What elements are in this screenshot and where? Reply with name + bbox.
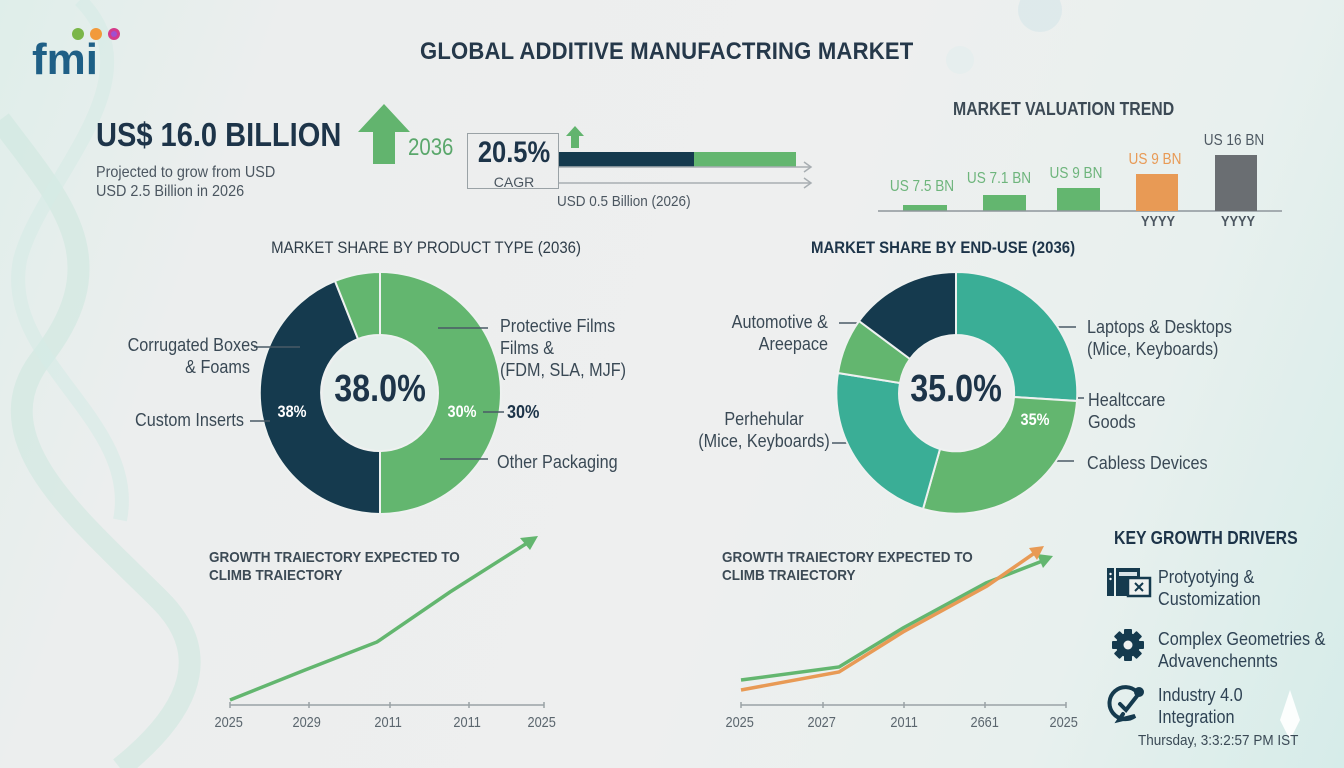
target-year: 2036 [408,134,454,161]
base-value-label: USD 0.5 Billion (2026) [557,193,691,210]
label-peripheral: Perhehular (Mice, Keyboards) [685,408,843,452]
cagr-value: 20.5% [477,136,551,169]
label-laptops: Laptops & Desktops (Mice, Keyboards) [1087,316,1232,360]
product-type-donut [258,270,502,516]
label-protective-line3: (FDM, SLA, MJF) [500,360,626,380]
growth-left-title-line2: CLIMB TRAIECTORY [209,567,343,584]
label-30-pct: 30% [507,402,540,422]
label-corrugated-boxes: Corrugated Boxes & Foams [127,334,259,378]
driver-complex-geometries: Complex Geometries & Advavenchennts [1158,628,1325,672]
chat-check-icon [1107,685,1144,724]
growth-left-x-4: 2011 [453,714,481,731]
label-protective-line2: Films & [500,338,554,358]
small-up-arrow-icon [566,126,584,148]
product-type-center-value: 38.0% [334,368,426,410]
label-healthcare-line2: Goods [1088,412,1136,432]
valuation-label-1: US 7.5 BN [889,178,955,195]
end-use-center-value: 35.0% [910,368,1002,410]
driver-prototyping-line1: Protyotying & [1158,567,1255,587]
driver-geometries-line1: Complex Geometries & [1158,629,1326,649]
growth-right-x-4: 2661 [970,714,999,731]
growth-left-line-chart [229,536,545,708]
growth-right-line-chart [740,546,1067,708]
driver-geometries-line2: Advavenchennts [1158,651,1278,671]
market-value-headline: US$ 16.0 BILLION [96,116,342,153]
driver-industry-line2: Integration [1158,707,1235,727]
valuation-bar-1 [903,205,947,211]
growth-right-x-2: 2027 [807,714,836,731]
timestamp: Thursday, 3:3:2:57 PM IST [1138,732,1299,749]
cagr-label: CAGR [493,174,535,190]
gear-icon [1112,629,1144,661]
cagr-box [467,133,559,189]
growth-left-x-5: 2025 [527,714,556,731]
growth-right-x-3: 2011 [890,714,918,731]
growth-right-x-1: 2025 [725,714,754,731]
label-custom-inserts: Custom Inserts [135,410,244,430]
label-automotive-line1: Automotive & [731,312,828,332]
valuation-year-5: YYYY [1221,213,1256,230]
growth-left-x-1: 2025 [214,714,243,731]
growth-right-title-line1: GROWTH TRAIECTORY EXPECTED TO [722,549,973,566]
prototype-screen-icon [1107,568,1152,598]
end-use-donut [835,270,1078,515]
label-protective-line1: Protective Films [500,316,616,336]
label-other-packaging: Other Packaging [497,452,618,472]
label-healthcare: Healtccare Goods [1088,389,1165,433]
product-segment-left-pct: 38% [277,402,307,421]
growth-right-title-line2: CLIMB TRAIECTORY [722,567,856,584]
driver-prototyping: Protyotying & Customization [1158,566,1261,610]
valuation-label-5: US 16 BN [1203,132,1265,149]
valuation-label-3: US 9 BN [1049,165,1103,182]
growth-left-title-line1: GROWTH TRAIECTORY EXPECTED TO [209,549,460,566]
label-protective-films: Protective Films Films & (FDM, SLA, MJF) [500,315,626,381]
up-arrow-icon [358,104,410,164]
key-growth-drivers-title: KEY GROWTH DRIVERS [1114,528,1298,548]
label-automotive: Automotive & Areepace [713,311,828,355]
subtitle-line-2: USD 2.5 Billion in 2026 [96,183,245,200]
growth-left-x-3: 2011 [374,714,402,731]
valuation-year-4: YYYY [1141,213,1176,230]
valuation-bar-5-fill [1215,155,1257,211]
label-peripheral-line2: (Mice, Keyboards) [698,431,830,451]
driver-prototyping-line2: Customization [1158,589,1261,609]
end-use-title: MARKET SHARE BY END-USE (2036) [811,238,1076,257]
label-laptops-line2: (Mice, Keyboards) [1087,339,1219,359]
end-use-segment-pct: 35% [1020,410,1050,429]
label-healthcare-line1: Healtccare [1088,390,1166,410]
growth-right-x-5: 2025 [1049,714,1078,731]
label-automotive-line2: Areepace [758,334,828,354]
label-corrugated-line1: Corrugated Boxes [127,335,259,355]
product-segment-right-pct: 30% [447,402,477,421]
valuation-bar-4-fill [1136,174,1178,211]
valuation-bar-2 [983,195,1026,211]
label-peripheral-line1: Perhehular [724,409,804,429]
driver-industry-line1: Industry 4.0 [1158,685,1243,705]
fmi-logo: fmi [32,28,120,80]
valuation-label-4: US 9 BN [1128,151,1182,168]
growth-right-title: GROWTH TRAIECTORY EXPECTED TO CLIMB TRAI… [722,549,973,585]
label-corrugated-line2: & Foams [185,357,250,377]
product-type-title: MARKET SHARE BY PRODUCT TYPE (2036) [271,238,581,257]
label-cabless-devices: Cabless Devices [1087,453,1208,473]
valuation-trend-title: MARKET VALUATION TREND [953,99,1175,119]
driver-industry-4: Industry 4.0 Integration [1158,684,1243,728]
valuation-label-2: US 7.1 BN [966,170,1032,187]
label-laptops-line1: Laptops & Desktops [1087,317,1232,337]
subtitle-line-1: Projected to grow from USD [96,164,276,181]
projection-subtitle: Projected to grow from USD USD 2.5 Billi… [96,163,275,201]
svg-text:fmi: fmi [32,35,98,80]
page-title: GLOBAL ADDITIVE MANUFACTRING MARKET [420,38,914,65]
cagr-progress-bar [559,126,813,189]
growth-left-x-2: 2029 [292,714,321,731]
valuation-bar-3 [1057,188,1100,211]
growth-left-title: GROWTH TRAIECTORY EXPECTED TO CLIMB TRAI… [209,549,460,585]
